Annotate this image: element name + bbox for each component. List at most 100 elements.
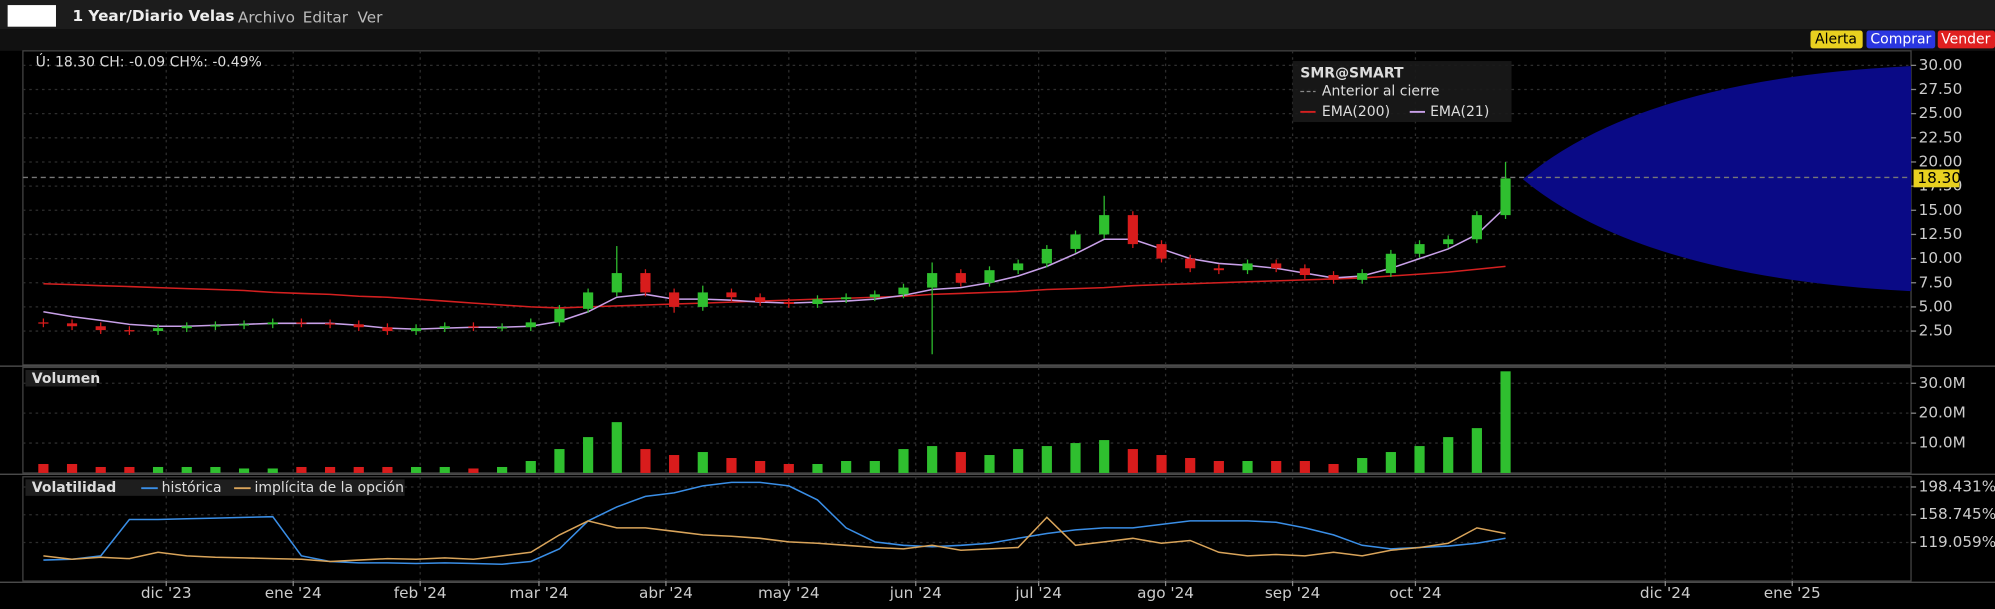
volume-bar bbox=[95, 466, 106, 473]
volume-bar bbox=[869, 461, 880, 473]
volume-bar bbox=[497, 466, 508, 473]
candle-body bbox=[783, 302, 794, 305]
y-tick-label: 15.00 bbox=[1919, 201, 1963, 219]
price-legend bbox=[1292, 61, 1512, 123]
alert-label[interactable]: Alerta bbox=[1815, 31, 1857, 47]
y-tick-label: 20.0M bbox=[1919, 404, 1966, 422]
y-tick-label: 10.0M bbox=[1919, 434, 1966, 452]
volume-bar bbox=[812, 463, 823, 473]
volume-bar bbox=[267, 468, 278, 473]
candle-body bbox=[1357, 273, 1368, 280]
legend-entry: EMA(200) bbox=[1322, 104, 1390, 120]
series-line bbox=[43, 516, 1506, 563]
menu[interactable]: Archivo bbox=[238, 8, 295, 26]
volume-bar bbox=[38, 463, 49, 473]
volume-bar bbox=[1185, 458, 1196, 473]
x-tick-label: dic '23 bbox=[141, 584, 192, 602]
candle-body bbox=[66, 323, 78, 327]
legend-entry: Anterior al cierre bbox=[1322, 84, 1440, 100]
y-tick-label: 10.00 bbox=[1919, 249, 1963, 267]
legend-entry: histórica bbox=[162, 480, 222, 496]
candle-body bbox=[812, 299, 823, 305]
buy-label[interactable]: Comprar bbox=[1870, 31, 1931, 47]
candle-body bbox=[869, 294, 880, 298]
candle-body bbox=[95, 326, 106, 331]
x-tick-label: ene '25 bbox=[1764, 584, 1821, 602]
candle-body bbox=[210, 325, 221, 327]
candle-body bbox=[1500, 178, 1511, 216]
volume-bar bbox=[210, 466, 221, 473]
volume-bar bbox=[1099, 440, 1110, 473]
volume-bar bbox=[382, 466, 393, 473]
candle-body bbox=[1271, 263, 1282, 269]
alert-button[interactable] bbox=[1810, 30, 1863, 49]
series-line bbox=[43, 481, 1506, 566]
candle-body bbox=[124, 330, 135, 332]
candle-body bbox=[353, 324, 364, 328]
candle-body bbox=[611, 273, 622, 293]
pane bbox=[22, 366, 1912, 474]
menu[interactable]: Ver bbox=[358, 8, 384, 26]
panes: 2.505.007.5010.0012.5015.0017.5020.0022.… bbox=[0, 50, 1995, 602]
menu[interactable]: Editar bbox=[303, 8, 349, 26]
volume-bar bbox=[955, 452, 966, 473]
candle-body bbox=[238, 324, 250, 326]
symbol-input[interactable] bbox=[7, 5, 56, 27]
chart-period[interactable]: 1 Year/Diario Velas bbox=[73, 7, 235, 25]
candle-body bbox=[382, 327, 393, 332]
candle-body bbox=[1443, 239, 1454, 245]
volume-bar bbox=[898, 449, 909, 473]
volume-bar bbox=[1156, 455, 1167, 473]
x-tick-label: abr '24 bbox=[639, 584, 693, 602]
volume-bar bbox=[1471, 428, 1482, 473]
candle-body bbox=[38, 322, 49, 324]
series-line bbox=[43, 206, 1507, 330]
volume-bar bbox=[697, 452, 708, 473]
y-tick-label: 2.50 bbox=[1919, 322, 1953, 340]
volume-bar bbox=[1385, 452, 1396, 473]
candle-body bbox=[1328, 275, 1339, 280]
candle-body bbox=[1070, 234, 1081, 249]
volume-legend bbox=[25, 369, 97, 387]
y-tick-label: 119.059% bbox=[1919, 533, 1995, 551]
legend-title: SMR@SMART bbox=[1300, 66, 1404, 82]
candle-body bbox=[841, 297, 852, 300]
candle-body bbox=[296, 322, 307, 324]
buy-button[interactable] bbox=[1866, 30, 1936, 49]
volume-bar bbox=[1271, 461, 1282, 473]
candle-body bbox=[468, 326, 479, 328]
candle-body bbox=[1156, 244, 1167, 259]
candle-body bbox=[640, 273, 651, 293]
y-tick-label: 5.00 bbox=[1919, 297, 1953, 315]
volume-bar bbox=[411, 466, 422, 473]
candle-body bbox=[927, 273, 938, 288]
price-header: Ú: 18.30 CH: -0.09 CH%: -0.49% bbox=[36, 52, 262, 70]
x-tick-label: ago '24 bbox=[1137, 584, 1194, 602]
volume-bar bbox=[755, 461, 766, 473]
sell-label[interactable]: Vender bbox=[1941, 31, 1990, 47]
pane-title: Volumen bbox=[32, 371, 100, 387]
volume-bar bbox=[640, 449, 651, 473]
volume-bar bbox=[1242, 461, 1253, 473]
candle-body bbox=[1471, 215, 1482, 240]
candle-body bbox=[755, 297, 766, 303]
y-tick-label: 22.50 bbox=[1919, 128, 1963, 146]
volume-bar bbox=[984, 455, 995, 473]
volume-bar bbox=[1070, 443, 1081, 473]
volume-bar bbox=[1443, 437, 1454, 473]
sell-button[interactable] bbox=[1937, 30, 1995, 49]
volume-bar bbox=[324, 466, 336, 473]
y-tick-label: 20.00 bbox=[1919, 152, 1963, 170]
x-tick-label: ene '24 bbox=[265, 584, 322, 602]
volume-bar bbox=[1013, 449, 1024, 473]
volume-bar bbox=[1041, 446, 1052, 473]
volume-bar bbox=[669, 455, 680, 473]
series-line bbox=[43, 265, 1506, 309]
volume-bar bbox=[1357, 458, 1368, 473]
volume-bar bbox=[1127, 449, 1138, 473]
x-tick-label: may '24 bbox=[758, 584, 820, 602]
candle-body bbox=[525, 322, 536, 328]
volume-bar bbox=[1328, 463, 1339, 473]
candle-body bbox=[697, 292, 708, 307]
volume-bar bbox=[66, 463, 78, 473]
